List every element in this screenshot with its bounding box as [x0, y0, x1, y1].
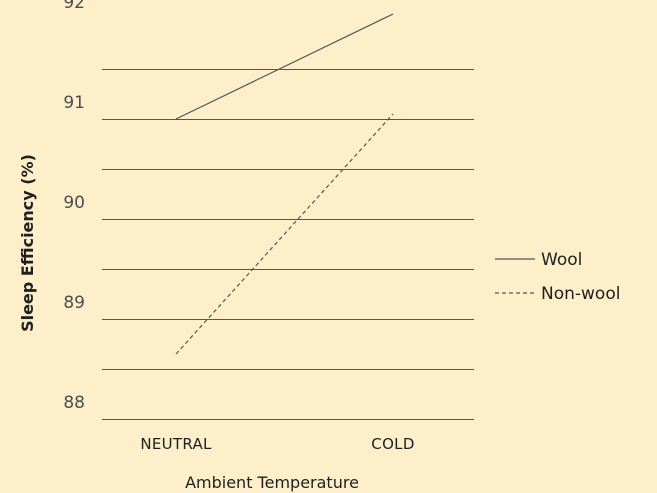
x-axis-title: Ambient Temperature [185, 473, 359, 492]
series-line-wool [175, 13, 394, 120]
y-axis-ticks: 88 89 90 91 92 [63, 0, 85, 413]
y-axis-title: Sleep Efficiency (%) [18, 154, 37, 332]
series-line-non-wool [175, 113, 394, 355]
x-axis-ticks: NEUTRAL COLD [140, 435, 414, 453]
y-tick-label: 90 [63, 193, 85, 213]
x-tick-label: COLD [371, 435, 414, 453]
legend-label-wool: Wool [541, 250, 582, 270]
legend: Wool Non-wool [495, 250, 620, 304]
y-tick-label: 92 [63, 0, 85, 13]
grid-lines [102, 69, 474, 420]
y-tick-label: 88 [63, 393, 85, 413]
y-tick-label: 89 [63, 293, 85, 313]
legend-label-non-wool: Non-wool [541, 284, 620, 304]
x-tick-label: NEUTRAL [140, 435, 212, 453]
series-lines [175, 13, 394, 355]
y-tick-label: 91 [63, 93, 85, 113]
